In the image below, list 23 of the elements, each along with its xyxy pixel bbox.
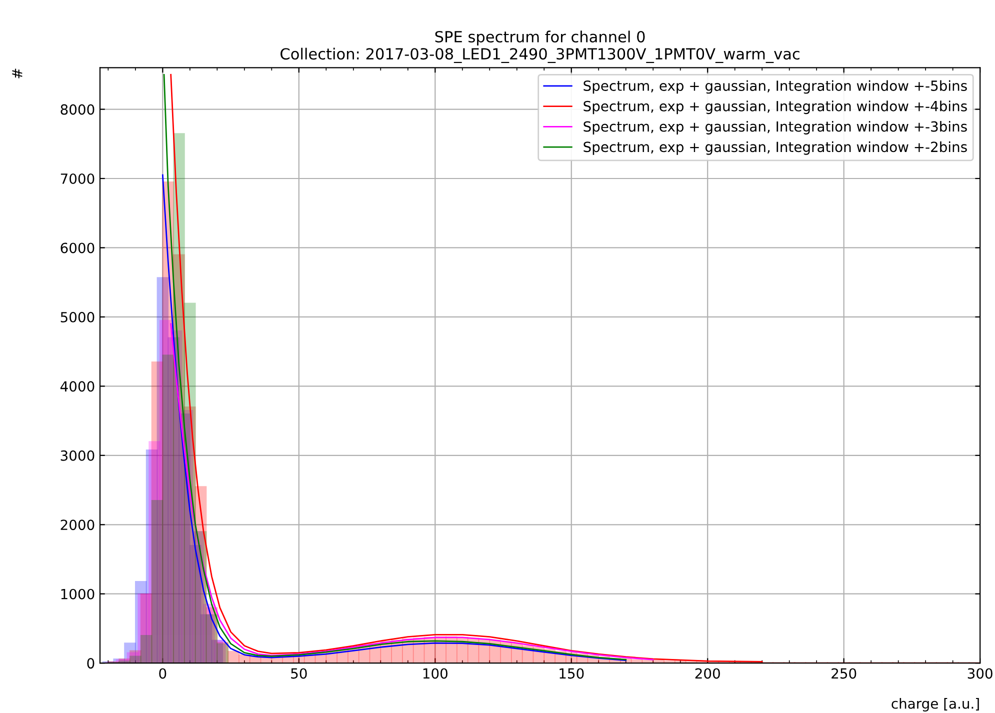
legend-label: Spectrum, exp + gaussian, Integration window +-2bins [584, 141, 967, 155]
x-tick-label: 100 [423, 668, 448, 679]
chart-title: SPE spectrum for channel 0 Collection: 2017-03-08_LED1_2490_3PMT1300V_1PMT0V_warm_vac [280, 30, 800, 64]
y-tick-label: 6000 [60, 242, 94, 254]
legend-label: Spectrum, exp + gaussian, Integration window +-3bins [584, 121, 967, 134]
x-tick-label: 150 [560, 668, 584, 679]
y-axis-title: # [12, 68, 22, 78]
legend-label: Spectrum, exp + gaussian, Integration window +-5bins [584, 80, 967, 94]
y-tick-label: 2000 [60, 520, 94, 530]
x-tick-label: 300 [968, 668, 992, 679]
y-tick-label: 4000 [60, 381, 94, 392]
y-tick-label: 7000 [60, 173, 94, 184]
y-tick-label: 3000 [60, 450, 94, 461]
y-tick-label: 5000 [60, 312, 94, 322]
y-tick-label: 0 [87, 658, 94, 669]
y-tick-label: 1000 [61, 588, 94, 600]
x-tick-label: 0 [159, 668, 166, 679]
x-axis-title: charge [a.u.] [892, 698, 979, 712]
legend-label: Spectrum, exp + gaussian, Integration window +-4bins [584, 100, 967, 114]
x-tick-label: 50 [291, 668, 307, 679]
x-tick-label: 250 [832, 668, 856, 679]
x-tick-label: 200 [695, 668, 720, 679]
y-tick-label: 8000 [60, 104, 94, 115]
